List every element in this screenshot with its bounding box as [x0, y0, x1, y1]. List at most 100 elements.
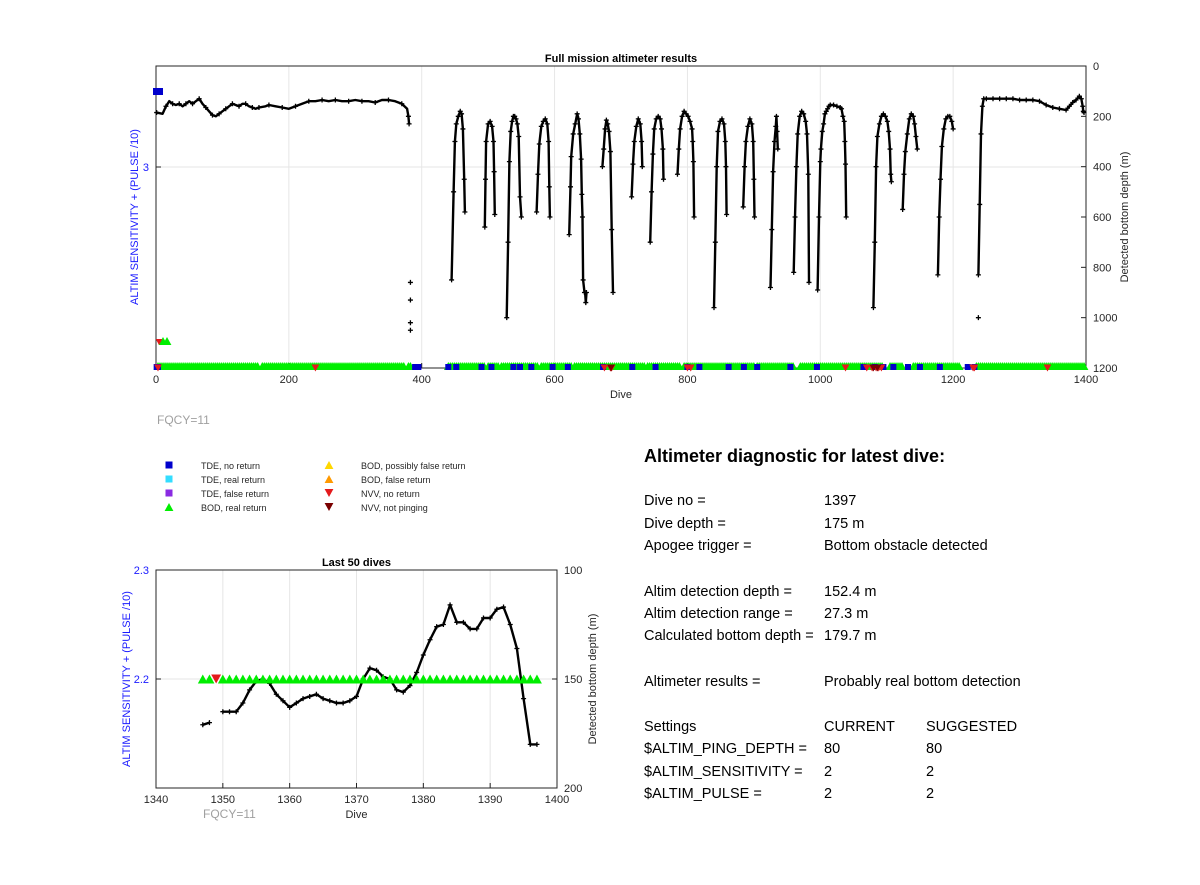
plot-area [156, 66, 1086, 368]
bod-real-return-marker [425, 674, 435, 684]
bod-real-return-marker [204, 674, 215, 684]
data-point-marker [534, 209, 540, 215]
data-point-marker [1070, 99, 1076, 105]
bod-real-return-marker [358, 674, 369, 684]
data-point-marker [888, 179, 894, 185]
x-tick-label: 1370 [344, 794, 368, 806]
data-point-marker [313, 691, 319, 697]
data-point-marker [649, 189, 655, 195]
data-point-marker [651, 126, 657, 132]
x-tick-label: 1200 [941, 374, 965, 386]
data-point-marker [747, 116, 753, 122]
bod-real-return-marker [318, 674, 329, 684]
data-point-marker [677, 126, 683, 132]
y-right-tick-label: 200 [1093, 111, 1111, 123]
data-point-marker [904, 131, 910, 137]
nvv-not-pinging-marker [607, 364, 615, 372]
data-point-marker [724, 211, 730, 217]
data-point-marker [578, 156, 584, 162]
data-point-marker [580, 277, 586, 283]
tde-no-return-marker [740, 364, 747, 370]
data-point-marker [454, 619, 460, 625]
data-point-marker [440, 622, 446, 627]
data-point-marker [512, 113, 518, 119]
data-point-marker [394, 687, 400, 693]
data-point-marker [773, 123, 779, 129]
nvv-no-return-marker [211, 674, 222, 684]
data-point-marker [491, 169, 497, 175]
nvv-no-return-marker [970, 364, 979, 372]
setting-suggested: 2 [926, 786, 935, 802]
data-point-marker [823, 108, 829, 114]
data-point-marker [249, 105, 255, 111]
legend-entry-label: NVV, not pinging [361, 503, 428, 513]
data-point-marker [575, 116, 581, 122]
data-point-marker [374, 667, 380, 673]
tde-no-return-marker [725, 364, 732, 370]
data-point-marker [935, 272, 941, 278]
setting-name: $ALTIM_PULSE = [644, 786, 762, 802]
tde-no-return-marker [936, 364, 943, 370]
data-point-marker [750, 139, 756, 144]
data-point-marker [1037, 98, 1042, 104]
data-point-marker [434, 624, 440, 630]
legend-marker-triangle-down [324, 503, 334, 511]
data-point-marker [256, 105, 262, 111]
data-point-marker [977, 201, 983, 207]
data-point-marker [1043, 102, 1049, 108]
legend-entry-label: NVV, no return [361, 489, 420, 499]
data-point-marker [247, 687, 253, 693]
data-point-marker [451, 189, 457, 195]
data-point-marker [489, 123, 495, 129]
data-point-marker [460, 126, 466, 132]
bod-real-return-marker [897, 362, 907, 370]
bod-real-return-marker [445, 674, 456, 684]
suggested-header: SUGGESTED [926, 719, 1018, 735]
data-point-marker [579, 191, 585, 197]
data-point-marker [910, 113, 916, 119]
tde-no-return-marker [510, 364, 517, 370]
data-point-marker [527, 741, 533, 747]
data-point-marker [822, 111, 828, 117]
data-point-marker [769, 227, 775, 233]
data-point-marker [683, 111, 689, 117]
chart-last-50-dives: 1340 1350 1360 1370 1380 1390 1400 2.2 2.3 100 150… [121, 557, 599, 821]
data-point-marker [203, 105, 209, 111]
data-point-marker [979, 103, 985, 109]
data-point-marker [805, 171, 811, 177]
data-point-marker [605, 121, 611, 127]
data-point-marker [661, 176, 667, 182]
bod-real-return-marker [217, 674, 228, 684]
data-point-marker [990, 96, 996, 102]
legend-entry-label: BOD, real return [201, 503, 267, 513]
data-point-marker [516, 133, 522, 139]
tde-no-return-marker [890, 364, 897, 370]
bod-real-return-marker [231, 674, 242, 684]
bod-real-return-marker [532, 674, 542, 684]
data-point-marker [406, 121, 412, 127]
bod-real-return-marker [398, 674, 409, 684]
data-point-marker [540, 118, 546, 124]
data-point-marker [639, 164, 645, 170]
data-point-marker [882, 113, 888, 119]
data-point-marker [534, 741, 540, 747]
data-point-marker [843, 214, 849, 220]
bod-real-return-marker [1079, 362, 1089, 370]
legend-marker-triangle-up [324, 461, 334, 469]
legend-marker-square [165, 475, 173, 483]
data-point-marker [631, 139, 637, 144]
tde-no-return-marker [445, 364, 452, 370]
data-point-marker [647, 239, 653, 245]
bod-real-return-marker [331, 674, 342, 684]
data-point-marker [1017, 97, 1023, 103]
data-point-marker [740, 204, 746, 210]
data-point-marker [206, 720, 212, 726]
data-point-marker [914, 146, 920, 152]
data-point-marker [459, 111, 465, 117]
tde-no-return-marker [478, 364, 485, 370]
data-point-marker [975, 315, 981, 321]
data-point-marker [266, 102, 272, 108]
depth-series-line [676, 110, 696, 218]
depth-series-line [936, 115, 955, 275]
